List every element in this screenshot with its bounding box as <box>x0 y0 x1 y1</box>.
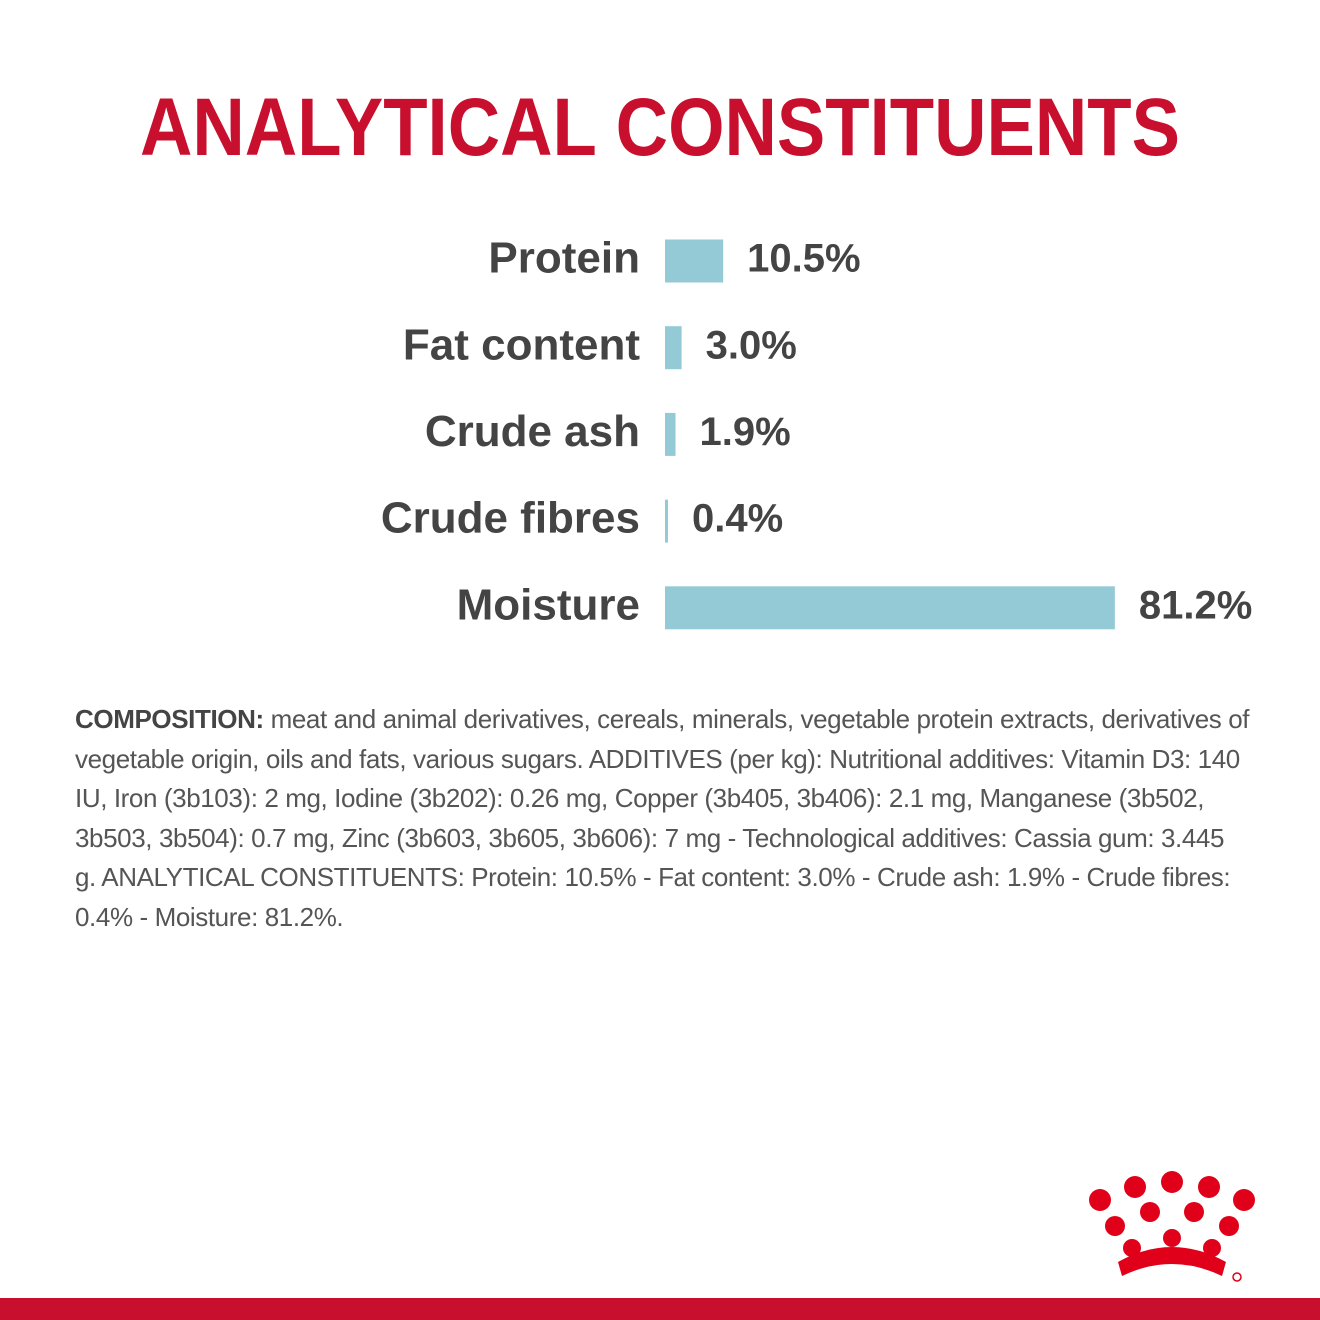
composition-text: meat and animal derivatives, cereals, mi… <box>75 704 1250 932</box>
category-label: Crude ash <box>425 407 640 456</box>
composition: COMPOSITION: meat and animal derivatives… <box>75 700 1250 938</box>
bar <box>665 499 668 543</box>
footer-band <box>0 1298 1320 1320</box>
bar <box>665 412 676 456</box>
logo <box>1089 1171 1255 1282</box>
category-label: Moisture <box>457 580 640 629</box>
chart-title: ANALYTICAL CONSTITUENTS <box>140 82 1180 173</box>
composition-label: COMPOSITION: <box>75 704 264 734</box>
value-label: 0.4% <box>692 497 783 541</box>
category-label: Protein <box>488 234 640 283</box>
value-label: 3.0% <box>706 323 797 367</box>
category-label: Fat content <box>403 320 640 369</box>
bar <box>665 239 724 283</box>
bar <box>665 586 1115 630</box>
value-label: 81.2% <box>1139 583 1252 627</box>
value-label: 1.9% <box>700 410 791 454</box>
value-label: 10.5% <box>747 237 860 281</box>
bar <box>665 326 682 370</box>
category-label: Crude fibres <box>381 494 640 543</box>
